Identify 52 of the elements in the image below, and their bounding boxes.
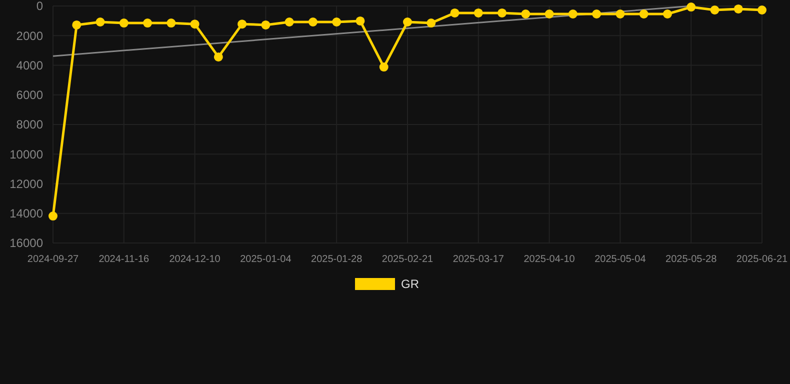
point bbox=[544, 10, 554, 18]
point bbox=[166, 18, 176, 28]
x-tick-label: 2024-11-16 bbox=[98, 254, 150, 265]
y-tick-label: 6000 bbox=[16, 88, 44, 102]
point bbox=[639, 10, 648, 18]
point bbox=[734, 4, 743, 14]
point bbox=[214, 52, 223, 62]
point bbox=[662, 10, 672, 18]
y-tick-label: 0 bbox=[36, 0, 44, 14]
y-tick-label: 10000 bbox=[10, 147, 44, 162]
y-tick-label: 16000 bbox=[10, 236, 44, 250]
y-tick-label: 8000 bbox=[16, 118, 44, 132]
point bbox=[592, 10, 602, 18]
point bbox=[498, 8, 507, 18]
y-tick-label: 12000 bbox=[10, 176, 44, 191]
point bbox=[426, 18, 436, 28]
point bbox=[332, 17, 342, 26]
point bbox=[521, 10, 530, 18]
point bbox=[403, 17, 412, 26]
x-tick-label: 2024-12-10 bbox=[169, 254, 221, 265]
x-tick-label: 2025-06-21 bbox=[736, 254, 788, 265]
point bbox=[143, 18, 152, 28]
point bbox=[379, 62, 388, 72]
x-tick-label: 2025-01-04 bbox=[240, 254, 292, 265]
point bbox=[308, 17, 318, 26]
point bbox=[356, 16, 365, 26]
x-tick-label: 2025-05-28 bbox=[666, 254, 718, 265]
point bbox=[48, 212, 58, 221]
x-tick-label: 2024-09-27 bbox=[27, 254, 80, 265]
x-tick-label: 2025-03-17 bbox=[452, 254, 504, 265]
y-tick-label: 14000 bbox=[10, 206, 44, 221]
point bbox=[119, 18, 128, 28]
point bbox=[238, 20, 247, 29]
legend-label: GR bbox=[401, 277, 420, 292]
x-tick-label: 2025-02-21 bbox=[382, 254, 434, 265]
x-tick-label: 2025-05-04 bbox=[594, 254, 646, 265]
y-tick-label: 4000 bbox=[16, 58, 44, 72]
point bbox=[72, 20, 82, 30]
point bbox=[568, 10, 578, 18]
point bbox=[616, 10, 625, 18]
x-tick-label: 2025-01-28 bbox=[311, 254, 363, 265]
y-tick-label: 2000 bbox=[16, 28, 44, 43]
x-tick-label: 2025-04-10 bbox=[524, 254, 576, 265]
point bbox=[450, 8, 460, 18]
point bbox=[474, 8, 483, 18]
point bbox=[284, 17, 294, 26]
point bbox=[261, 20, 270, 30]
point bbox=[96, 17, 105, 26]
point bbox=[758, 6, 766, 14]
point bbox=[686, 2, 696, 12]
point bbox=[710, 6, 720, 14]
point bbox=[190, 20, 200, 29]
